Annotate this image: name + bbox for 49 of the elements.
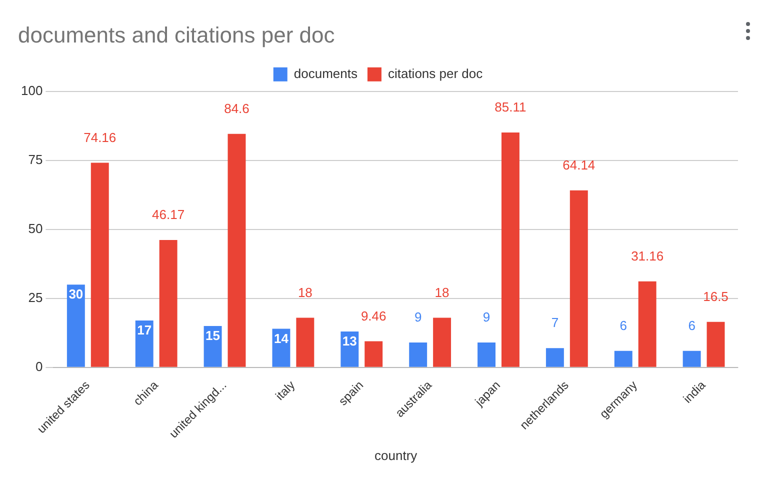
data-label: 7 <box>551 315 559 330</box>
data-label: 16.5 <box>703 288 728 304</box>
bar <box>570 190 588 367</box>
bar <box>272 328 290 367</box>
y-tick-label: 25 <box>28 290 43 305</box>
bar <box>296 318 314 367</box>
data-label: 31.16 <box>631 248 664 264</box>
data-label: 6 <box>688 318 696 333</box>
data-label: 15 <box>206 328 220 344</box>
data-label: 9 <box>414 310 422 325</box>
data-label: 30 <box>68 286 84 302</box>
legend-label: citations per doc <box>388 66 484 81</box>
chart-title: documents and citations per doc <box>18 22 335 48</box>
data-label: 74.16 <box>84 130 116 145</box>
data-label: 84.6 <box>224 100 250 116</box>
bar <box>66 284 85 367</box>
bar <box>501 132 520 367</box>
x-axis-title: country <box>374 448 418 463</box>
bar <box>433 318 452 367</box>
bar <box>614 350 632 367</box>
bar <box>682 350 701 367</box>
data-label: 17 <box>137 322 152 338</box>
bar <box>409 342 428 367</box>
bar <box>159 240 178 367</box>
data-label: 13 <box>342 334 357 349</box>
bar <box>90 162 109 367</box>
data-label: 85.11 <box>494 100 526 115</box>
data-label: 9.46 <box>360 308 386 324</box>
bar <box>546 348 564 367</box>
data-label: 46.17 <box>152 207 185 222</box>
bar <box>228 134 246 367</box>
bar <box>204 326 222 367</box>
bar <box>478 342 496 367</box>
data-label: 9 <box>482 310 490 325</box>
data-label: 6 <box>620 318 627 333</box>
bar <box>638 281 656 367</box>
bar <box>135 320 154 367</box>
bar <box>706 322 725 367</box>
y-tick-label: 100 <box>20 82 43 98</box>
data-label: 18 <box>434 284 450 300</box>
data-label: 18 <box>298 284 312 300</box>
y-tick-label: 0 <box>35 358 43 374</box>
bar <box>364 341 383 367</box>
x-tick-label: italy <box>272 378 298 404</box>
y-tick-label: 50 <box>28 220 43 236</box>
y-tick-label: 75 <box>28 152 43 167</box>
data-label: 64.14 <box>562 157 596 172</box>
data-label: 14 <box>274 330 290 346</box>
legend-label: documents <box>294 66 358 81</box>
